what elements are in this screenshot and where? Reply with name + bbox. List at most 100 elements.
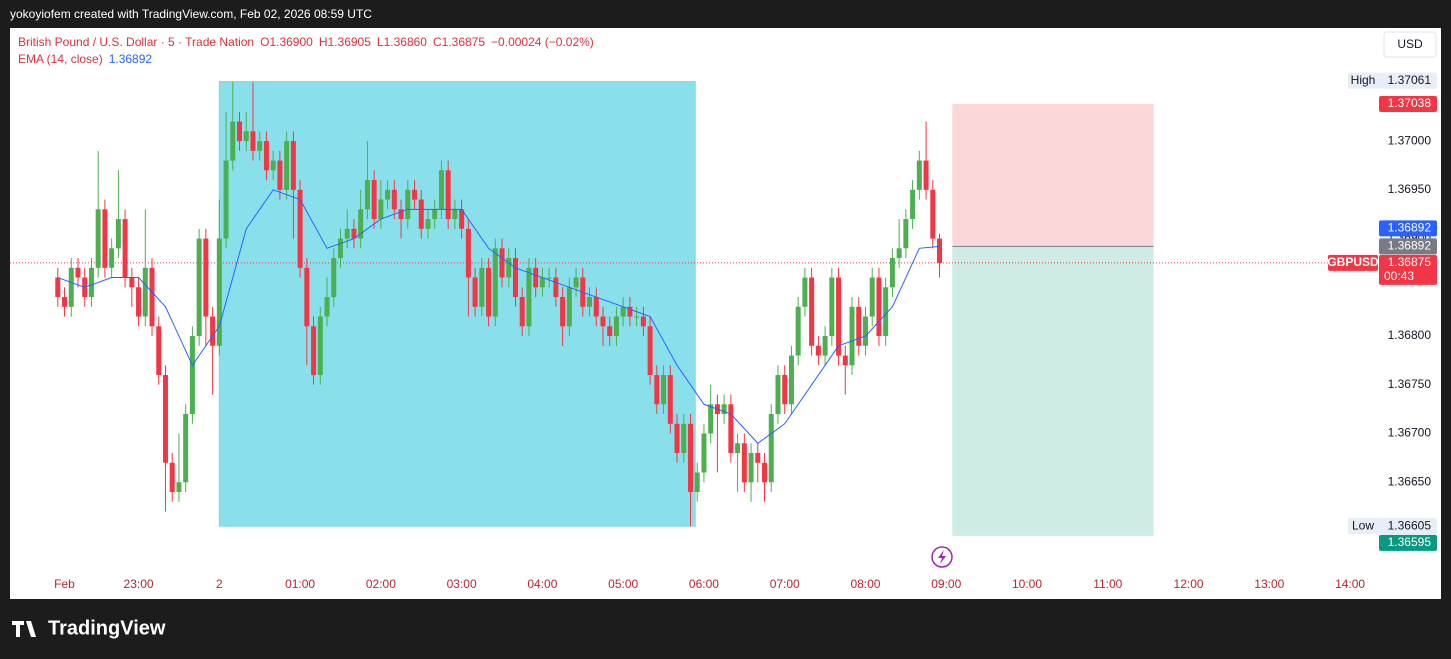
candle-body — [499, 248, 505, 278]
candle-body — [142, 267, 148, 317]
candle-body — [661, 375, 667, 405]
candle-body — [654, 375, 660, 405]
candle-body — [479, 267, 485, 307]
candle-body — [304, 267, 310, 327]
x-tick-label: 11:00 — [1093, 577, 1122, 591]
currency[interactable]: USD — [1397, 37, 1423, 51]
candle-body — [573, 277, 579, 288]
extreme-label: High — [1351, 73, 1376, 87]
candle-body — [243, 131, 249, 142]
legend-value: 1.36875 — [442, 35, 486, 49]
candle-body — [674, 423, 680, 454]
candle-body — [169, 462, 175, 493]
candle-body — [782, 375, 788, 405]
plot — [10, 81, 1375, 536]
x-tick-label: 05:00 — [608, 577, 638, 591]
x-tick-label: 03:00 — [447, 577, 477, 591]
candle-body — [156, 326, 162, 376]
candle-body — [459, 209, 465, 229]
extreme-label-bg — [1348, 72, 1379, 89]
target-tag: 1.36595 — [1388, 535, 1432, 549]
candle-body — [802, 277, 808, 307]
candle-body — [277, 160, 283, 190]
candle-body — [122, 219, 128, 278]
candle-body — [613, 316, 619, 337]
candle-body — [358, 209, 364, 239]
currency-button[interactable] — [1383, 31, 1437, 58]
header: yokoyiofem created with TradingView.com,… — [10, 7, 372, 21]
candle-body — [647, 326, 653, 376]
candle-body — [344, 228, 350, 239]
candle-body — [701, 433, 707, 473]
candle-body — [620, 306, 626, 317]
event-icon-bolt — [938, 550, 946, 564]
target-tag-bg — [1379, 534, 1437, 551]
legend-value: 1.36860 — [384, 35, 428, 49]
candle-body — [250, 131, 256, 151]
candle-body — [687, 423, 693, 493]
entry-tag: 1.36892 — [1388, 239, 1432, 253]
candle-body — [876, 277, 882, 337]
candle-body — [230, 121, 236, 161]
candle-body — [856, 306, 862, 346]
y-tick-label: 1.36750 — [1388, 377, 1432, 391]
candle-body — [284, 141, 290, 190]
extreme-value-bg — [1379, 72, 1437, 89]
candle-body — [432, 209, 438, 220]
candle-body — [223, 160, 229, 239]
candle-body — [640, 316, 646, 327]
x-tick-label: 02:00 — [366, 577, 396, 591]
candle-body — [290, 141, 296, 190]
candle-body — [607, 326, 613, 337]
y-tick-label: 1.36650 — [1388, 474, 1432, 488]
candle-body — [681, 423, 687, 454]
extreme-label-bg — [1348, 518, 1379, 535]
candle-body — [391, 189, 397, 210]
x-tick-label: 13:00 — [1254, 577, 1284, 591]
candle-body — [270, 160, 276, 171]
logo-text: TradingView — [48, 617, 166, 639]
candle-body — [371, 180, 377, 220]
candle-body — [721, 404, 727, 415]
entry-tag-bg — [1379, 238, 1437, 255]
candle-body — [775, 375, 781, 415]
legend-value: 1.36905 — [328, 35, 372, 49]
extreme-value-bg — [1379, 518, 1437, 535]
logo-icon — [12, 621, 36, 637]
stop-zone — [952, 104, 1154, 247]
candle-body — [539, 277, 545, 288]
ema-tag-bg — [1379, 220, 1437, 237]
candle-body — [337, 238, 343, 259]
x-tick-label: 06:00 — [689, 577, 719, 591]
symbol-tag: GBPUSD — [1327, 255, 1379, 269]
candle-body — [896, 248, 902, 259]
x-tick-label: 23:00 — [124, 577, 154, 591]
x-tick-label: 2 — [216, 577, 223, 591]
candle-body — [748, 453, 754, 483]
candle-body — [385, 189, 391, 200]
candle-body — [862, 316, 868, 346]
candle-body — [418, 199, 424, 229]
candle-body — [216, 238, 222, 346]
candle-body — [506, 258, 512, 278]
candle-body — [196, 238, 202, 337]
candle-body — [88, 267, 94, 298]
candle-body — [183, 414, 189, 483]
x-tick-label: 04:00 — [527, 577, 557, 591]
candle-body — [836, 277, 842, 356]
candle-body — [593, 297, 599, 317]
candle-body — [512, 258, 518, 298]
candle-body — [492, 248, 498, 317]
candle-body — [149, 267, 155, 327]
candle-body — [916, 160, 922, 190]
candle-body — [708, 404, 714, 434]
candle-body — [324, 297, 330, 317]
candle-body — [102, 209, 108, 268]
candle-body — [398, 209, 404, 220]
candle-body — [257, 141, 263, 151]
candle-body — [910, 189, 916, 220]
candle-body — [788, 355, 794, 405]
candle-body — [587, 297, 593, 307]
ema-line — [57, 189, 940, 444]
countdown: 00:43 — [1384, 269, 1414, 283]
